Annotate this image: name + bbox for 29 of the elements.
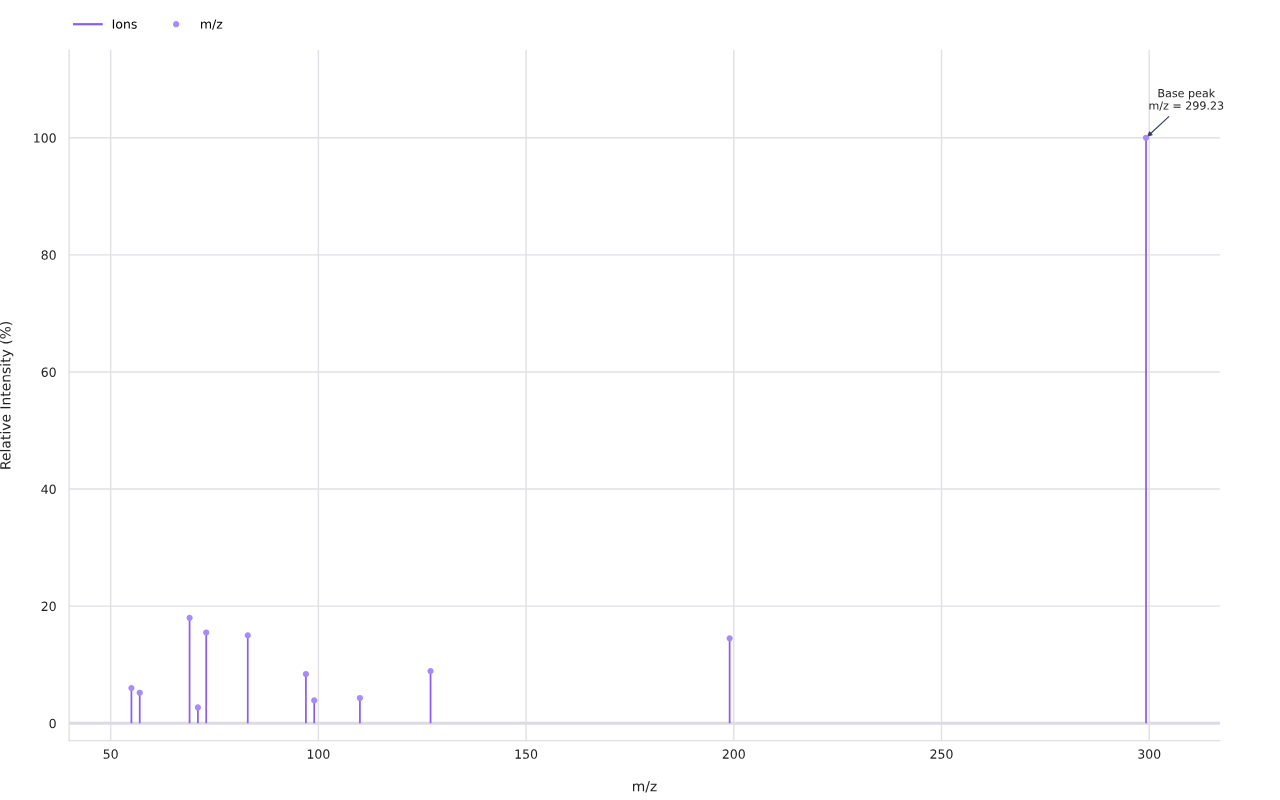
x-tick-label: 200	[722, 749, 745, 759]
y-tick-label: 20	[41, 601, 56, 612]
point	[302, 670, 310, 678]
x-axis-title: m/z	[632, 781, 657, 793]
x-tick-label: 250	[930, 749, 953, 759]
x-tick-label: 300	[1138, 749, 1161, 759]
legend-label: m/z	[201, 19, 223, 30]
annotation: Base peak m/z = 299.23	[1149, 88, 1224, 111]
point	[186, 614, 193, 621]
point	[356, 694, 364, 702]
point	[203, 629, 210, 636]
y-axis-title: Relative Intensity (%)	[0, 321, 14, 469]
y-tick-label: 40	[41, 484, 56, 494]
y-tick-label: 60	[41, 367, 56, 377]
point	[244, 632, 251, 639]
point	[1142, 134, 1150, 141]
point	[136, 689, 143, 696]
x-tick-label: 50	[103, 749, 118, 759]
point	[128, 685, 135, 692]
point	[311, 697, 318, 704]
legend-label: Ions	[112, 19, 137, 29]
point	[194, 704, 202, 711]
y-tick-label: 0	[49, 718, 56, 729]
x-tick-label: 100	[307, 749, 330, 759]
point	[427, 668, 434, 675]
y-tick-label: 80	[41, 250, 56, 260]
point	[726, 635, 733, 642]
x-tick-label: 150	[515, 749, 538, 759]
y-tick-label: 100	[34, 133, 56, 143]
